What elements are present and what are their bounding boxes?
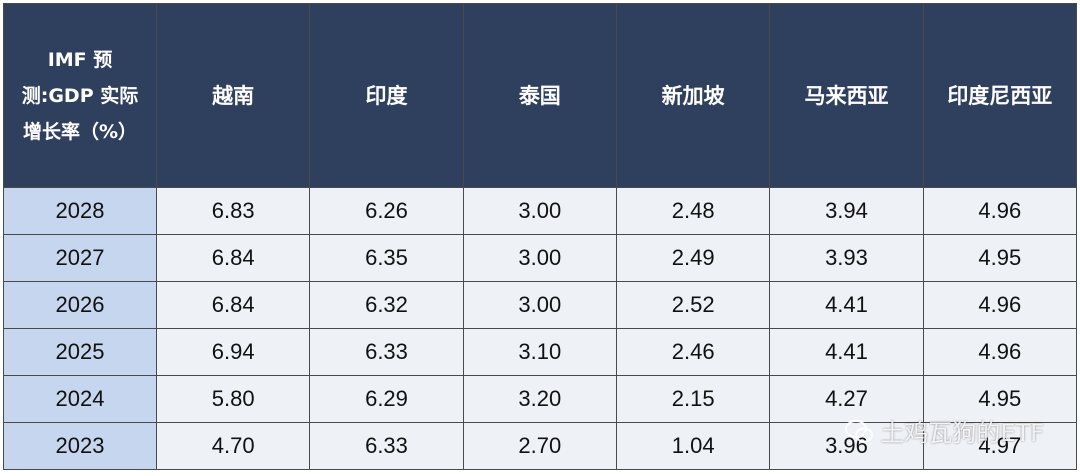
value-cell: 2.46 (615, 328, 771, 376)
table-row: 2027 6.84 6.35 3.00 2.49 3.93 4.95 (3, 234, 1078, 282)
watermark-text: 土鸡瓦狗的ETF (880, 419, 1044, 447)
value-cell: 3.94 (769, 187, 924, 235)
year-cell: 2027 (3, 234, 157, 282)
value-cell: 6.32 (309, 281, 464, 329)
value-cell: 4.96 (922, 281, 1078, 329)
table-row: 2026 6.84 6.32 3.00 2.52 4.41 4.96 (3, 281, 1078, 329)
value-cell: 2.70 (462, 422, 617, 470)
table-row: 2024 5.80 6.29 3.20 2.15 4.27 4.95 (3, 375, 1078, 423)
value-cell: 6.35 (309, 234, 464, 282)
value-cell: 6.26 (309, 187, 464, 235)
value-cell: 4.97 (922, 422, 1078, 470)
column-header: 印度尼西亚 (922, 3, 1078, 188)
value-cell: 4.95 (922, 234, 1078, 282)
column-header: 新加坡 (615, 3, 771, 188)
year-cell: 2028 (3, 187, 157, 235)
value-cell: 3.00 (462, 234, 617, 282)
value-cell: 6.29 (309, 375, 464, 423)
value-cell: 4.27 (769, 375, 924, 423)
value-cell: 6.33 (309, 422, 464, 470)
year-cell: 2023 (3, 422, 157, 470)
table-row: 2028 6.83 6.26 3.00 2.48 3.94 4.96 (3, 187, 1078, 235)
table-row: 2025 6.94 6.33 3.10 2.46 4.41 4.96 (3, 328, 1078, 376)
value-cell: 2.15 (615, 375, 771, 423)
value-cell: 2.48 (615, 187, 771, 235)
value-cell: 3.00 (462, 187, 617, 235)
value-cell: 4.41 (769, 281, 924, 329)
column-header: 马来西亚 (769, 3, 924, 188)
year-cell: 2026 (3, 281, 157, 329)
value-cell: 4.70 (155, 422, 311, 470)
value-cell: 6.83 (155, 187, 311, 235)
value-cell: 4.41 (769, 328, 924, 376)
year-cell: 2025 (3, 328, 157, 376)
header-row: IMF 预测:GDP 实际增长率（%） 越南 印度 泰国 新加坡 马来西亚 印度尼西亚 (3, 3, 1078, 188)
column-header: 印度 (309, 3, 464, 188)
value-cell: 2.49 (615, 234, 771, 282)
value-cell: 3.20 (462, 375, 617, 423)
year-cell: 2024 (3, 375, 157, 423)
value-cell: 6.84 (155, 234, 311, 282)
value-cell: 3.10 (462, 328, 617, 376)
value-cell: 5.80 (155, 375, 311, 423)
corner-header: IMF 预测:GDP 实际增长率（%） (3, 3, 157, 188)
value-cell: 2.52 (615, 281, 771, 329)
column-header: 越南 (155, 3, 311, 188)
wechat-icon (845, 419, 874, 442)
watermark: 土鸡瓦狗的ETF (844, 413, 1044, 448)
value-cell: 4.96 (922, 328, 1078, 376)
column-header: 泰国 (462, 3, 617, 188)
value-cell: 3.00 (462, 281, 617, 329)
value-cell: 6.33 (309, 328, 464, 376)
value-cell: 4.96 (922, 187, 1078, 235)
value-cell: 1.04 (615, 422, 771, 470)
table-row: 2023 4.70 6.33 2.70 1.04 3.96 4.97 (3, 422, 1078, 470)
value-cell: 6.84 (155, 281, 311, 329)
value-cell: 4.95 (922, 375, 1078, 423)
value-cell: 3.93 (769, 234, 924, 282)
value-cell: 6.94 (155, 328, 311, 376)
gdp-table: IMF 预测:GDP 实际增长率（%） 越南 印度 泰国 新加坡 马来西亚 印度尼西亚 202… (3, 3, 1078, 470)
